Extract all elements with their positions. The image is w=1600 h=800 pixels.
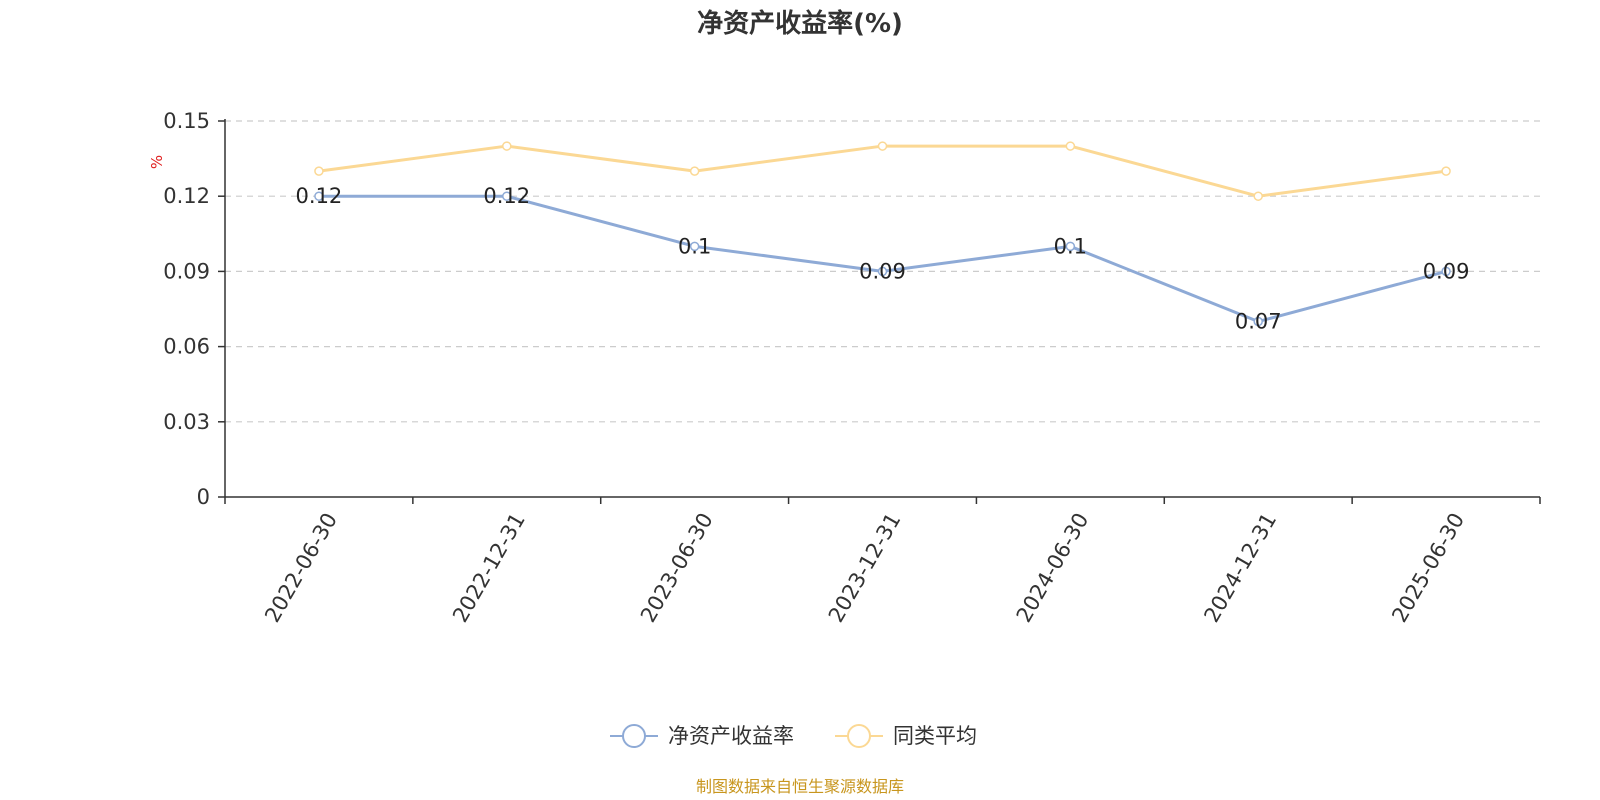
- y-tick-label: 0.06: [163, 335, 210, 359]
- data-label: 0.09: [1423, 259, 1470, 283]
- y-tick-label: 0.09: [163, 259, 210, 283]
- axes: [224, 119, 1540, 498]
- y-tick-label: 0: [197, 485, 210, 509]
- y-tick-label: 0.15: [163, 109, 210, 133]
- x-axis-ticks: 2022-06-30 2022-12-31 2023-06-30 2023-12-31…: [224, 497, 1541, 627]
- source-note: 制图数据来自恒生聚源数据库: [696, 777, 904, 796]
- data-point: [314, 191, 324, 201]
- x-tick-label: 2024-06-30: [1012, 509, 1094, 627]
- y-tick-label: 0.03: [163, 410, 210, 434]
- legend[interactable]: 净资产收益率 同类平均: [610, 724, 977, 748]
- data-label: 0.1: [678, 234, 711, 258]
- legend-item-0[interactable]: 净资产收益率: [610, 724, 794, 748]
- data-label: 0.12: [296, 184, 343, 208]
- data-label: 0.1: [1054, 234, 1087, 258]
- chart-title: 净资产收益率(%): [697, 8, 903, 39]
- x-tick-label: 2023-12-31: [824, 509, 906, 627]
- data-point: [689, 166, 700, 176]
- y-tick-label: 0.12: [163, 184, 210, 208]
- data-label: 0.09: [859, 259, 906, 283]
- data-point: [1253, 316, 1263, 327]
- legend-item-1[interactable]: 同类平均: [835, 724, 977, 748]
- legend-label: 净资产收益率: [668, 724, 794, 748]
- x-tick-label: 2022-12-31: [448, 509, 530, 627]
- series-layer: [314, 141, 1451, 327]
- data-point: [502, 191, 512, 201]
- data-point: [1065, 141, 1076, 151]
- x-tick-label: 2025-06-30: [1387, 509, 1469, 627]
- y-axis-ticks: 0 0.03 0.06 0.09 0.12 0.15: [163, 109, 225, 509]
- x-tick-label: 2023-06-30: [636, 509, 718, 627]
- data-point: [877, 141, 888, 151]
- data-point: [689, 241, 700, 252]
- legend-marker-icon: [847, 724, 871, 748]
- data-labels: 0.12 0.12 0.1 0.09 0.1 0.07 0.09: [296, 184, 1470, 333]
- data-point: [1253, 191, 1263, 201]
- x-tick-label: 2022-06-30: [260, 509, 342, 627]
- x-tick-label: 2024-12-31: [1199, 509, 1281, 627]
- data-point: [1441, 266, 1451, 277]
- legend-marker-icon: [622, 724, 646, 748]
- data-point: [1065, 241, 1076, 252]
- data-point: [1441, 166, 1451, 176]
- legend-label: 同类平均: [893, 724, 977, 748]
- data-point: [314, 166, 324, 176]
- data-point: [502, 141, 512, 151]
- data-label: 0.12: [483, 184, 530, 208]
- y-axis-unit-label: %: [148, 155, 166, 169]
- data-point: [877, 266, 888, 277]
- data-label: 0.07: [1235, 310, 1282, 334]
